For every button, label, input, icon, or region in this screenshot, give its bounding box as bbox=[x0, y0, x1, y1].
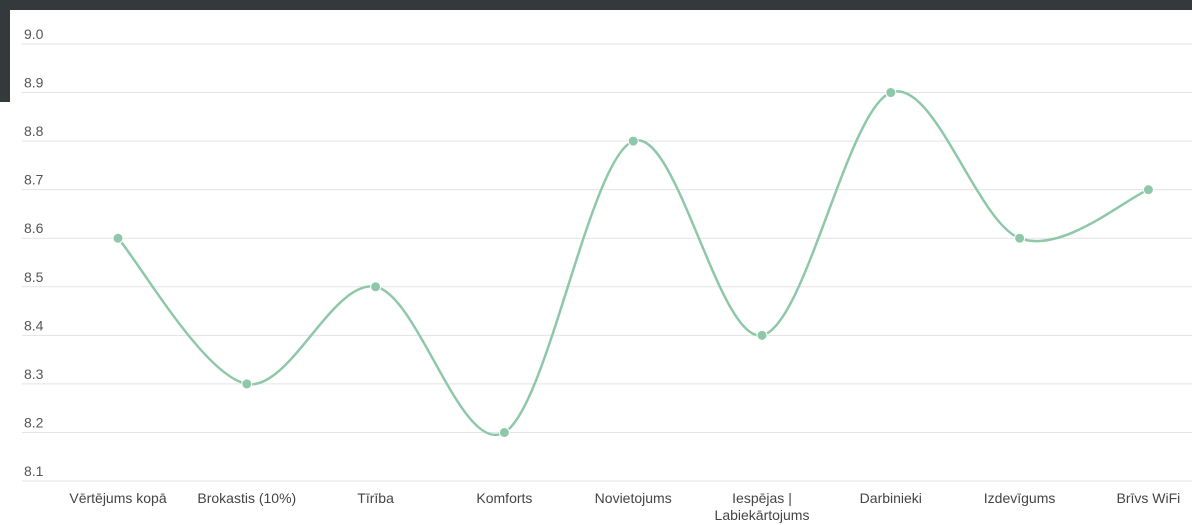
x-category-label: Iespējas | Labiekārtojums bbox=[715, 490, 810, 523]
x-category-label: Darbinieki bbox=[860, 490, 922, 506]
y-tick-label: 8.6 bbox=[24, 220, 44, 236]
y-tick-label: 8.2 bbox=[24, 414, 44, 430]
left-frame-strip bbox=[0, 0, 10, 102]
x-category-label: Izdevīgums bbox=[984, 490, 1056, 506]
data-point[interactable] bbox=[241, 378, 253, 390]
y-tick-label: 8.7 bbox=[24, 172, 44, 188]
y-tick-label: 8.9 bbox=[24, 75, 44, 91]
data-point[interactable] bbox=[1142, 184, 1154, 196]
top-frame-bar bbox=[0, 0, 1192, 10]
data-point[interactable] bbox=[627, 135, 639, 147]
x-category-label: Komforts bbox=[476, 490, 532, 506]
y-tick-label: 8.1 bbox=[24, 463, 44, 479]
y-tick-label: 8.3 bbox=[24, 366, 44, 382]
x-category-label: Vērtējums kopā bbox=[69, 490, 166, 506]
data-point[interactable] bbox=[885, 87, 897, 99]
data-point[interactable] bbox=[498, 426, 510, 438]
x-category-label: Novietojums bbox=[595, 490, 672, 506]
data-point[interactable] bbox=[370, 281, 382, 293]
y-tick-label: 8.4 bbox=[24, 317, 44, 333]
x-category-label: Tīrība bbox=[357, 490, 394, 506]
x-category-label: Brīvs WiFi bbox=[1117, 490, 1181, 506]
x-axis-categories: Vērtējums kopā Brokastis (10%) Tīrība Komfo… bbox=[69, 490, 1180, 523]
data-point[interactable] bbox=[756, 329, 768, 341]
y-tick-label: 8.5 bbox=[24, 269, 44, 285]
gridlines bbox=[22, 43, 1192, 482]
data-point[interactable] bbox=[112, 232, 124, 244]
chart-panel bbox=[10, 10, 1192, 525]
x-category-label: Brokastis (10%) bbox=[197, 490, 296, 506]
data-points bbox=[112, 87, 1154, 438]
y-tick-label: 9.0 bbox=[24, 26, 44, 42]
y-tick-label: 8.8 bbox=[24, 123, 44, 139]
data-point[interactable] bbox=[1014, 232, 1026, 244]
y-axis-ticks: 9.0 8.9 8.8 8.7 8.6 8.5 8.4 8.3 8.2 8.1 bbox=[24, 26, 44, 479]
